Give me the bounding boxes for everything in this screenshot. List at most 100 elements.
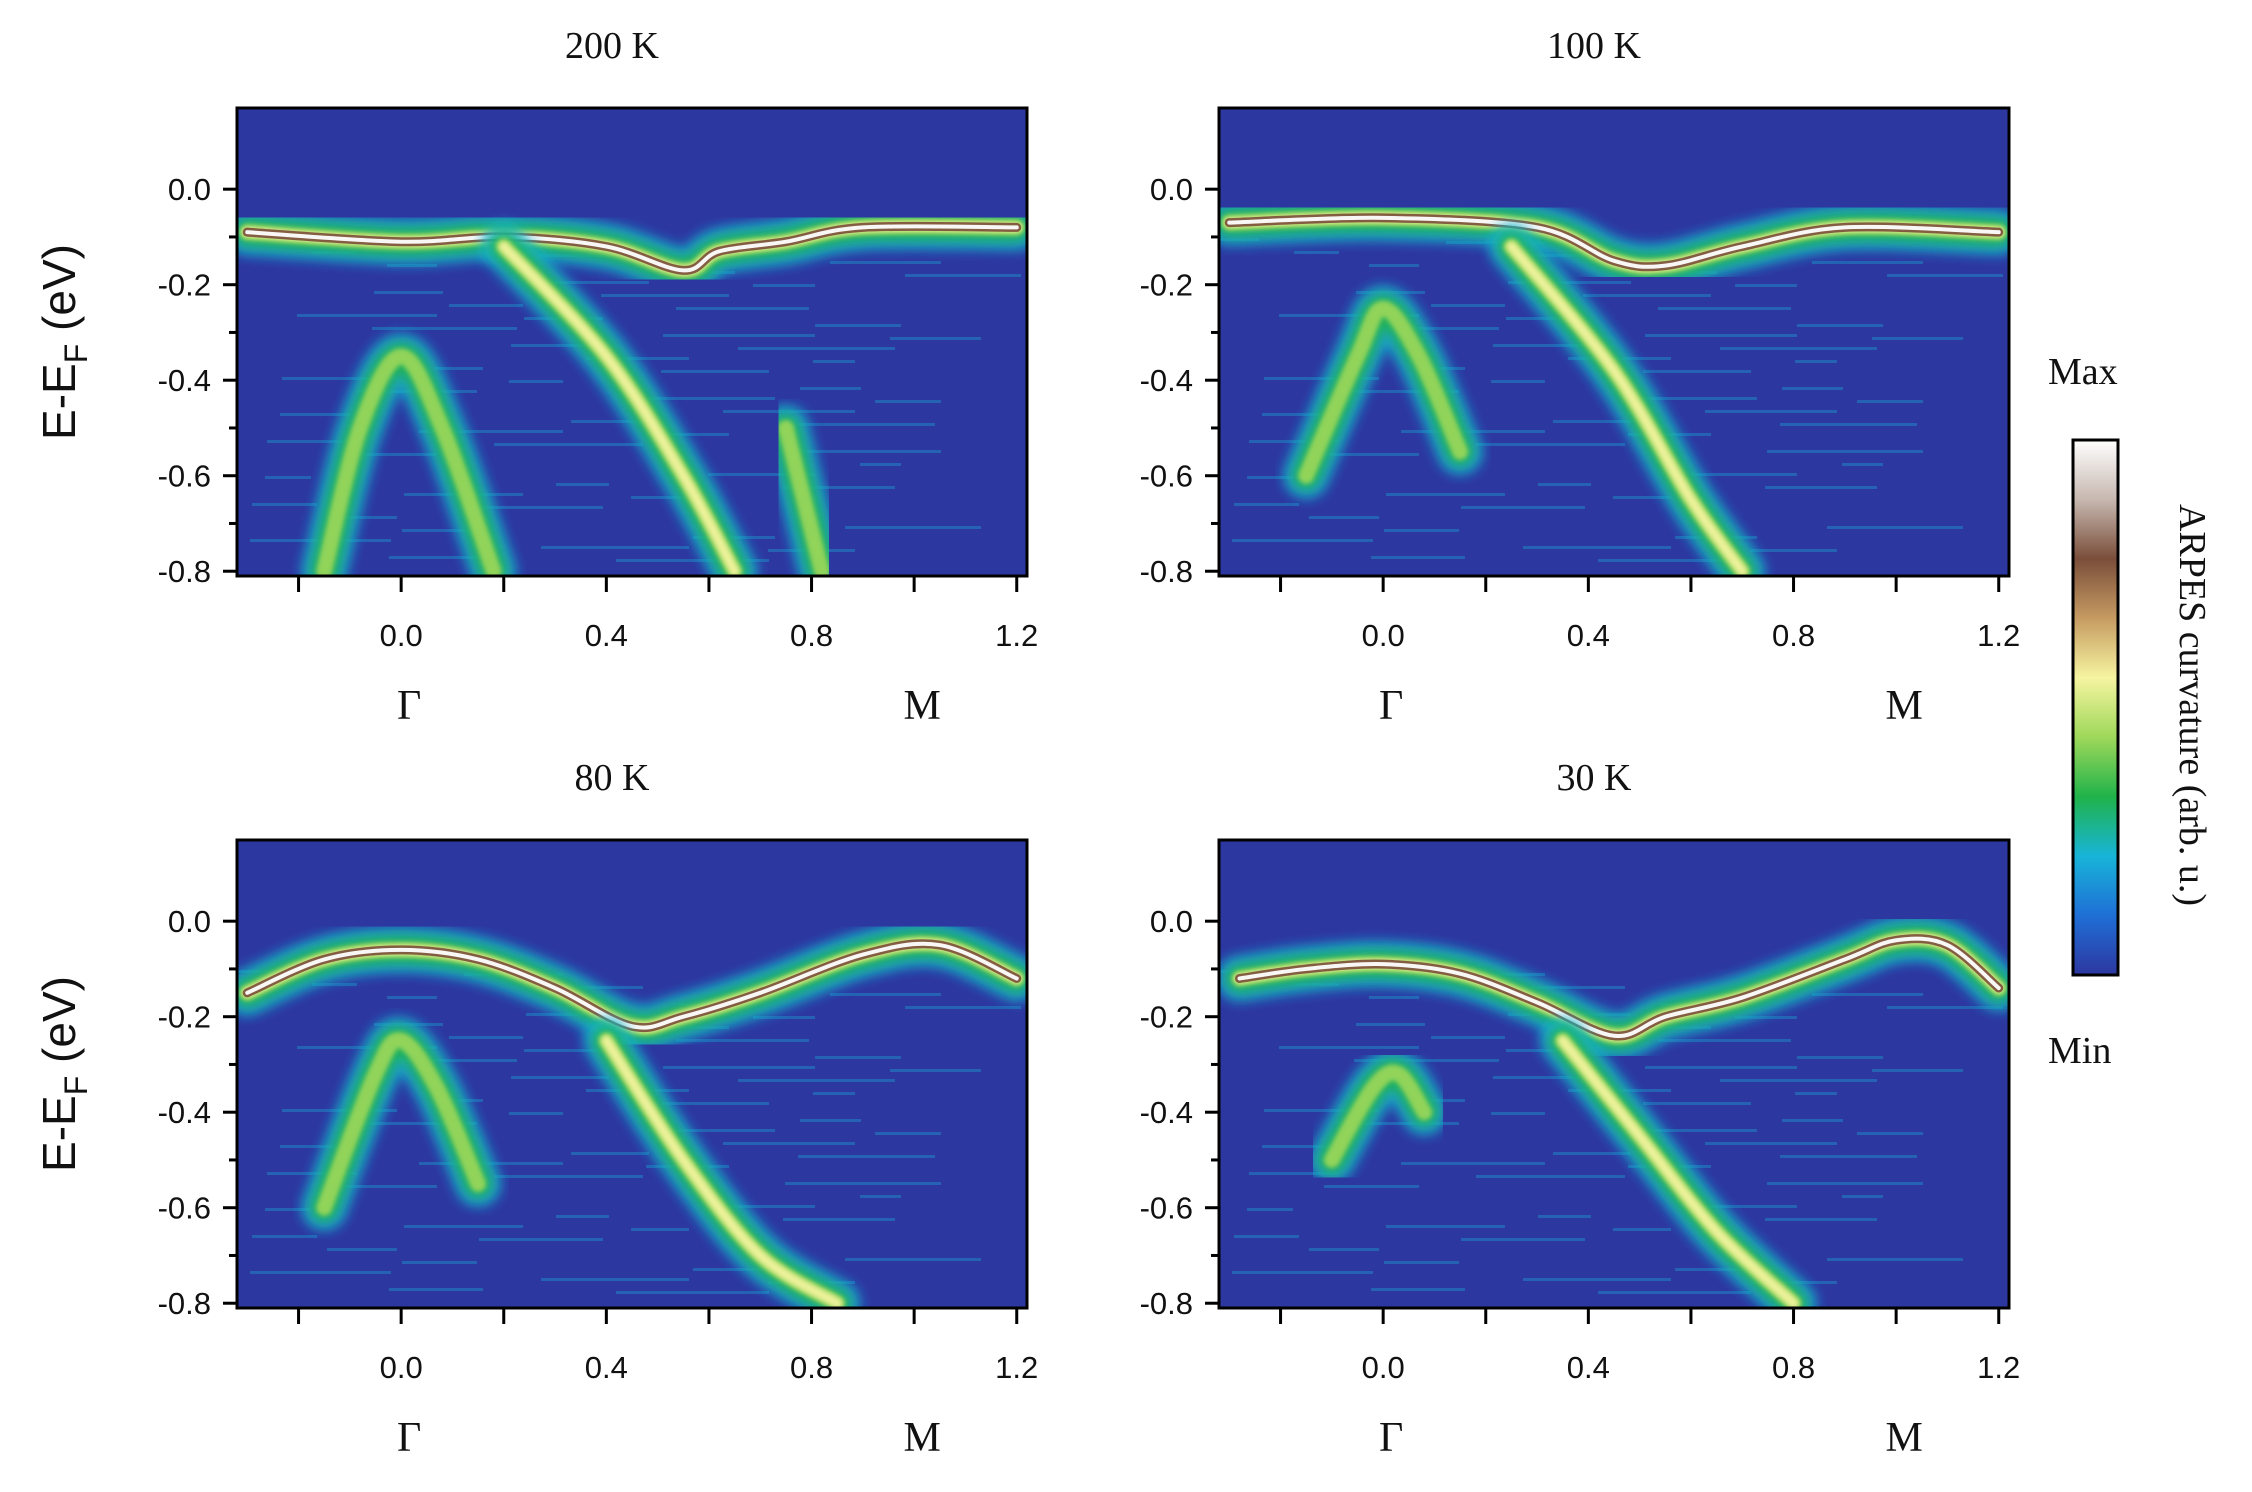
texture-streak xyxy=(1491,1112,1545,1115)
colorbar-min-label: Min xyxy=(2048,1030,2111,1072)
panel-3: 0.0 -0.2 -0.4 -0.6 -0.8 0.0 0.4 0.8 1.2 Γ M 80 K E-E… xyxy=(33,757,1038,1461)
texture-streak xyxy=(494,443,643,446)
texture-streak xyxy=(1765,486,1877,489)
heatmap-area xyxy=(237,840,1027,1308)
texture-streak xyxy=(631,1228,689,1231)
texture-streak xyxy=(616,1291,769,1294)
texture-streak xyxy=(1735,1016,1797,1019)
texture-streak xyxy=(372,327,517,330)
texture-streak xyxy=(1857,1132,1923,1135)
texture-streak xyxy=(800,1119,861,1122)
texture-streak xyxy=(357,1122,477,1125)
x-tick-label: 0.4 xyxy=(1567,618,1610,653)
texture-streak xyxy=(267,1172,357,1175)
band-inner xyxy=(1283,285,1484,499)
texture-streak xyxy=(312,983,357,986)
texture-streak xyxy=(1461,1238,1585,1241)
y-tick-label: -0.8 xyxy=(1140,554,1193,589)
y-tick-label: -0.8 xyxy=(158,1286,211,1321)
texture-streak xyxy=(845,1258,981,1261)
texture-streak xyxy=(1371,556,1465,559)
x-tick-label: 1.2 xyxy=(995,1350,1038,1385)
plot-frame xyxy=(235,838,1029,1310)
texture-streak xyxy=(676,1039,809,1042)
texture-streak xyxy=(511,1076,609,1079)
texture-streak xyxy=(676,307,809,310)
y-axis-label: E-EF (eV) xyxy=(33,244,94,440)
panel-2: 0.0 -0.2 -0.4 -0.6 -0.8 0.0 0.4 0.8 1.2 Γ M 100 K xyxy=(1140,25,2021,729)
texture-streak xyxy=(1371,1288,1465,1291)
texture-streak xyxy=(783,486,895,489)
panel-1: 0.0 -0.2 -0.4 -0.6 -0.8 0.0 0.4 0.8 1.2 Γ M 200 K E-… xyxy=(33,25,1038,729)
texture-streak xyxy=(265,476,311,479)
texture-streak xyxy=(509,1112,563,1115)
texture-streak xyxy=(723,1142,855,1145)
band-outer xyxy=(1488,223,1766,576)
texture-streak xyxy=(1598,559,1751,562)
x-tick-label: 1.2 xyxy=(995,618,1038,653)
texture-streak xyxy=(389,1288,483,1291)
texture-streak xyxy=(1658,307,1791,310)
texture-streak xyxy=(845,526,981,529)
texture-streak xyxy=(1538,1215,1591,1218)
y-tick-label: -0.2 xyxy=(1140,268,1193,303)
panel-title: 30 K xyxy=(1557,757,1633,799)
texture-streak xyxy=(738,1079,895,1082)
texture-streak xyxy=(1827,1258,1963,1261)
texture-streak xyxy=(1720,1079,1877,1082)
texture-streak xyxy=(815,324,901,327)
texture-streak xyxy=(479,506,603,509)
texture-streak xyxy=(511,344,609,347)
symmetry-point-label: Γ xyxy=(1379,1415,1403,1461)
texture-streak xyxy=(875,400,941,403)
texture-streak xyxy=(1782,1119,1843,1122)
texture-streak xyxy=(1262,1145,1333,1148)
y-tick-label: 0.0 xyxy=(168,172,211,207)
texture-streak xyxy=(1645,334,1797,337)
texture-streak xyxy=(402,529,477,532)
x-tick-label: 0.0 xyxy=(1362,618,1405,653)
texture-streak xyxy=(663,1066,815,1069)
texture-streak xyxy=(753,1016,815,1019)
texture-streak xyxy=(297,314,437,317)
heatmap-background xyxy=(237,108,1027,576)
symmetry-point-label: M xyxy=(1885,1415,1922,1461)
texture-streak xyxy=(541,1278,689,1281)
texture-streak xyxy=(1872,337,1963,340)
texture-streak xyxy=(1583,294,1711,297)
texture-streak xyxy=(449,304,523,307)
x-tick-label: 1.2 xyxy=(1977,618,2020,653)
texture-streak xyxy=(374,291,443,294)
texture-streak xyxy=(1247,476,1293,479)
band-top xyxy=(1219,194,2009,290)
symmetry-point-label: Γ xyxy=(397,683,421,729)
texture-streak xyxy=(1872,1069,1963,1072)
texture-streak xyxy=(1384,1261,1459,1264)
texture-streak xyxy=(1780,1155,1917,1158)
y-tick-label: -0.8 xyxy=(158,554,211,589)
colorbar-max-label: Max xyxy=(2048,351,2118,393)
texture-streak xyxy=(1630,1129,1757,1132)
texture-streak xyxy=(1493,344,1591,347)
texture-streak xyxy=(601,294,729,297)
texture-streak xyxy=(1264,377,1379,380)
texture-streak xyxy=(1797,1056,1883,1059)
y-tick-label: -0.6 xyxy=(158,1191,211,1226)
texture-streak xyxy=(280,413,351,416)
y-tick-label: -0.2 xyxy=(158,1000,211,1035)
band-top xyxy=(237,920,1027,1051)
texture-streak xyxy=(1705,410,1837,413)
panel-4: 0.0 -0.2 -0.4 -0.6 -0.8 0.0 0.4 0.8 1.2 Γ M 30 K xyxy=(1140,757,2021,1461)
texture-streak xyxy=(571,1152,649,1155)
texture-streak xyxy=(1247,1208,1293,1211)
texture-streak xyxy=(1493,1076,1591,1079)
texture-streak xyxy=(1354,1059,1499,1062)
texture-streak xyxy=(1735,284,1797,287)
band-outer xyxy=(480,223,758,576)
band-inner xyxy=(301,1017,502,1231)
texture-streak xyxy=(1384,529,1459,532)
texture-streak xyxy=(265,1208,311,1211)
texture-streak xyxy=(1339,1122,1459,1125)
texture-streak xyxy=(494,1175,643,1178)
texture-streak xyxy=(556,483,609,486)
